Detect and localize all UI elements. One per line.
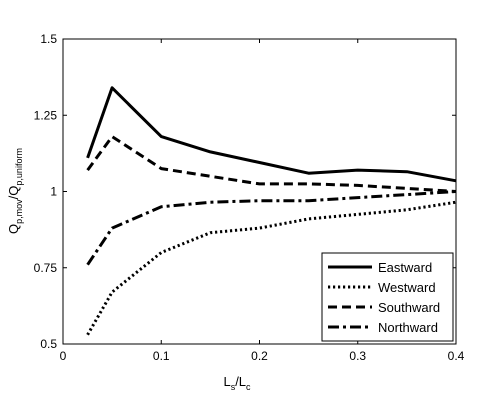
y-tick-label: 0.5: [40, 337, 57, 351]
x-tick-label: 0.2: [251, 349, 268, 363]
x-tick-label: 0.3: [349, 349, 366, 363]
y-tick-label: 1: [50, 185, 57, 199]
y-tick-label: 0.75: [34, 261, 58, 275]
x-tick-label: 0.1: [153, 349, 170, 363]
y-tick-label: 1.5: [40, 32, 57, 46]
series-line-eastward: [86, 86, 457, 183]
y-axis-label: Qp,mov/Qp,uniform: [6, 148, 24, 234]
series-line-southward: [86, 135, 457, 193]
legend-label-eastward: Eastward: [378, 260, 432, 275]
axes: 0 0.1 0.2 0.3 0.4 0.5 0.75 1 1.25 1.5: [34, 32, 465, 363]
series-line-westward: [86, 200, 457, 336]
x-tick-label: 0.4: [448, 349, 465, 363]
series-layer: [86, 86, 457, 336]
x-axis-label: Ls/Lc: [223, 374, 251, 392]
y-tick-label: 1.25: [34, 108, 58, 122]
x-tick-label: 0: [60, 349, 67, 363]
legend-label-northward: Northward: [378, 320, 438, 335]
legend-label-southward: Southward: [378, 300, 440, 315]
series-line-northward: [86, 190, 457, 266]
legend-label-westward: Westward: [378, 280, 436, 295]
legend: Eastward Westward Southward Northward: [321, 252, 454, 342]
